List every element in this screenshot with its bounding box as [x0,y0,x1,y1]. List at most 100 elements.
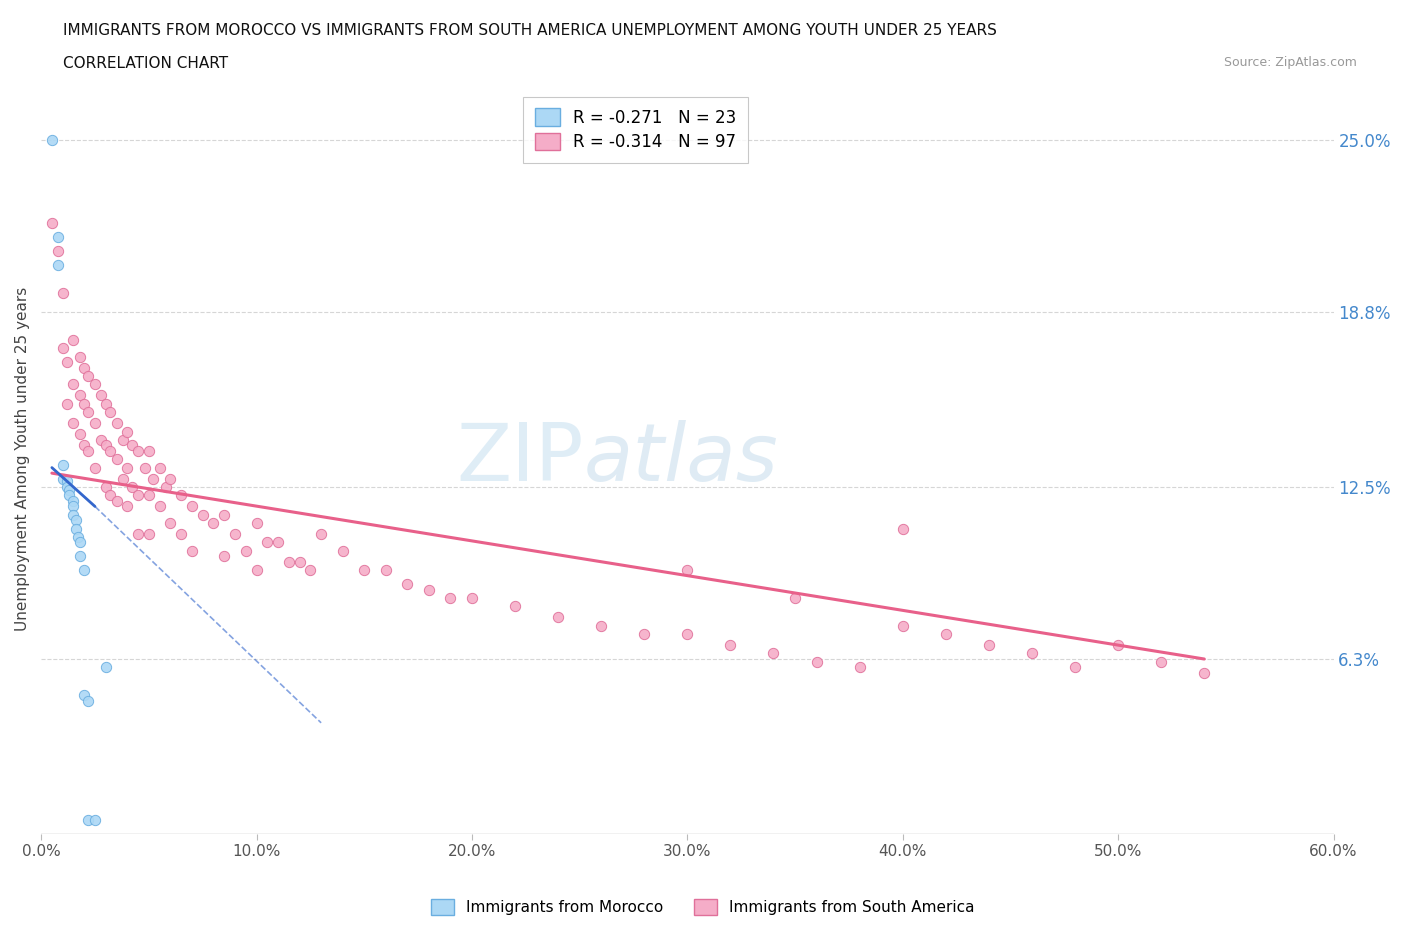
Point [56,480,79,495]
Point [245,515,267,530]
Point [84,813,107,828]
Point [138,444,160,458]
Point [77,444,100,458]
Point [69,549,91,564]
Point [73,687,96,702]
Point [56,354,79,369]
Point [142,472,165,486]
Point [73,360,96,375]
Point [396,577,419,591]
Point [149,499,172,514]
Point [62,507,84,522]
Point [309,526,332,541]
Point [73,438,96,453]
Point [58,483,80,498]
Point [90,388,112,403]
Point [52,458,75,472]
Point [56,396,79,411]
Point [41,133,63,148]
Point [633,627,655,642]
Point [46,244,69,259]
Point [77,693,100,708]
Point [66,529,89,544]
Point [84,416,107,431]
Point [77,368,100,383]
Point [105,494,128,509]
Point [65,512,87,527]
Point [94,480,117,495]
Legend: R = -0.271   N = 23, R = -0.314   N = 97: R = -0.271 N = 23, R = -0.314 N = 97 [523,97,748,163]
Point [418,582,440,597]
Point [65,521,87,536]
Point [180,499,202,514]
Point [117,424,139,439]
Point [277,554,299,569]
Point [1194,666,1216,681]
Point [935,627,957,642]
Point [1107,638,1129,653]
Point [461,591,484,605]
Point [1064,660,1087,675]
Y-axis label: Unemployment Among Youth under 25 years: Unemployment Among Youth under 25 years [15,287,30,631]
Point [111,432,134,447]
Point [212,549,235,564]
Point [69,427,91,442]
Point [84,377,107,392]
Point [547,610,569,625]
Point [127,488,149,503]
Point [170,526,193,541]
Point [46,230,69,245]
Point [718,638,741,653]
Point [98,488,121,503]
Point [134,460,156,475]
Point [299,563,322,578]
Point [94,396,117,411]
Point [73,563,96,578]
Point [62,377,84,392]
Point [1150,655,1173,670]
Point [52,472,75,486]
Point [267,535,290,550]
Point [58,488,80,503]
Point [180,543,202,558]
Point [353,563,375,578]
Point [159,472,181,486]
Point [439,591,461,605]
Point [52,341,75,356]
Legend: Immigrants from Morocco, Immigrants from South America: Immigrants from Morocco, Immigrants from… [432,899,974,915]
Point [94,438,117,453]
Point [288,554,311,569]
Point [84,460,107,475]
Point [155,480,177,495]
Point [977,638,1000,653]
Text: atlas: atlas [583,420,779,498]
Point [1021,646,1043,661]
Point [848,660,870,675]
Text: IMMIGRANTS FROM MOROCCO VS IMMIGRANTS FROM SOUTH AMERICA UNEMPLOYMENT AMONG YOUT: IMMIGRANTS FROM MOROCCO VS IMMIGRANTS FR… [63,23,997,38]
Point [52,286,75,300]
Point [73,396,96,411]
Point [332,543,354,558]
Point [138,526,160,541]
Point [676,563,699,578]
Point [90,432,112,447]
Point [69,349,91,364]
Text: Source: ZipAtlas.com: Source: ZipAtlas.com [1223,56,1357,69]
Point [105,452,128,467]
Point [170,488,193,503]
Point [149,460,172,475]
Point [806,655,828,670]
Point [69,388,91,403]
Point [62,333,84,348]
Point [62,416,84,431]
Point [121,438,143,453]
Point [77,813,100,828]
Point [77,405,100,419]
Point [127,444,149,458]
Point [591,618,613,633]
Point [676,627,699,642]
Point [98,444,121,458]
Point [212,507,235,522]
Point [41,216,63,231]
Point [94,660,117,675]
